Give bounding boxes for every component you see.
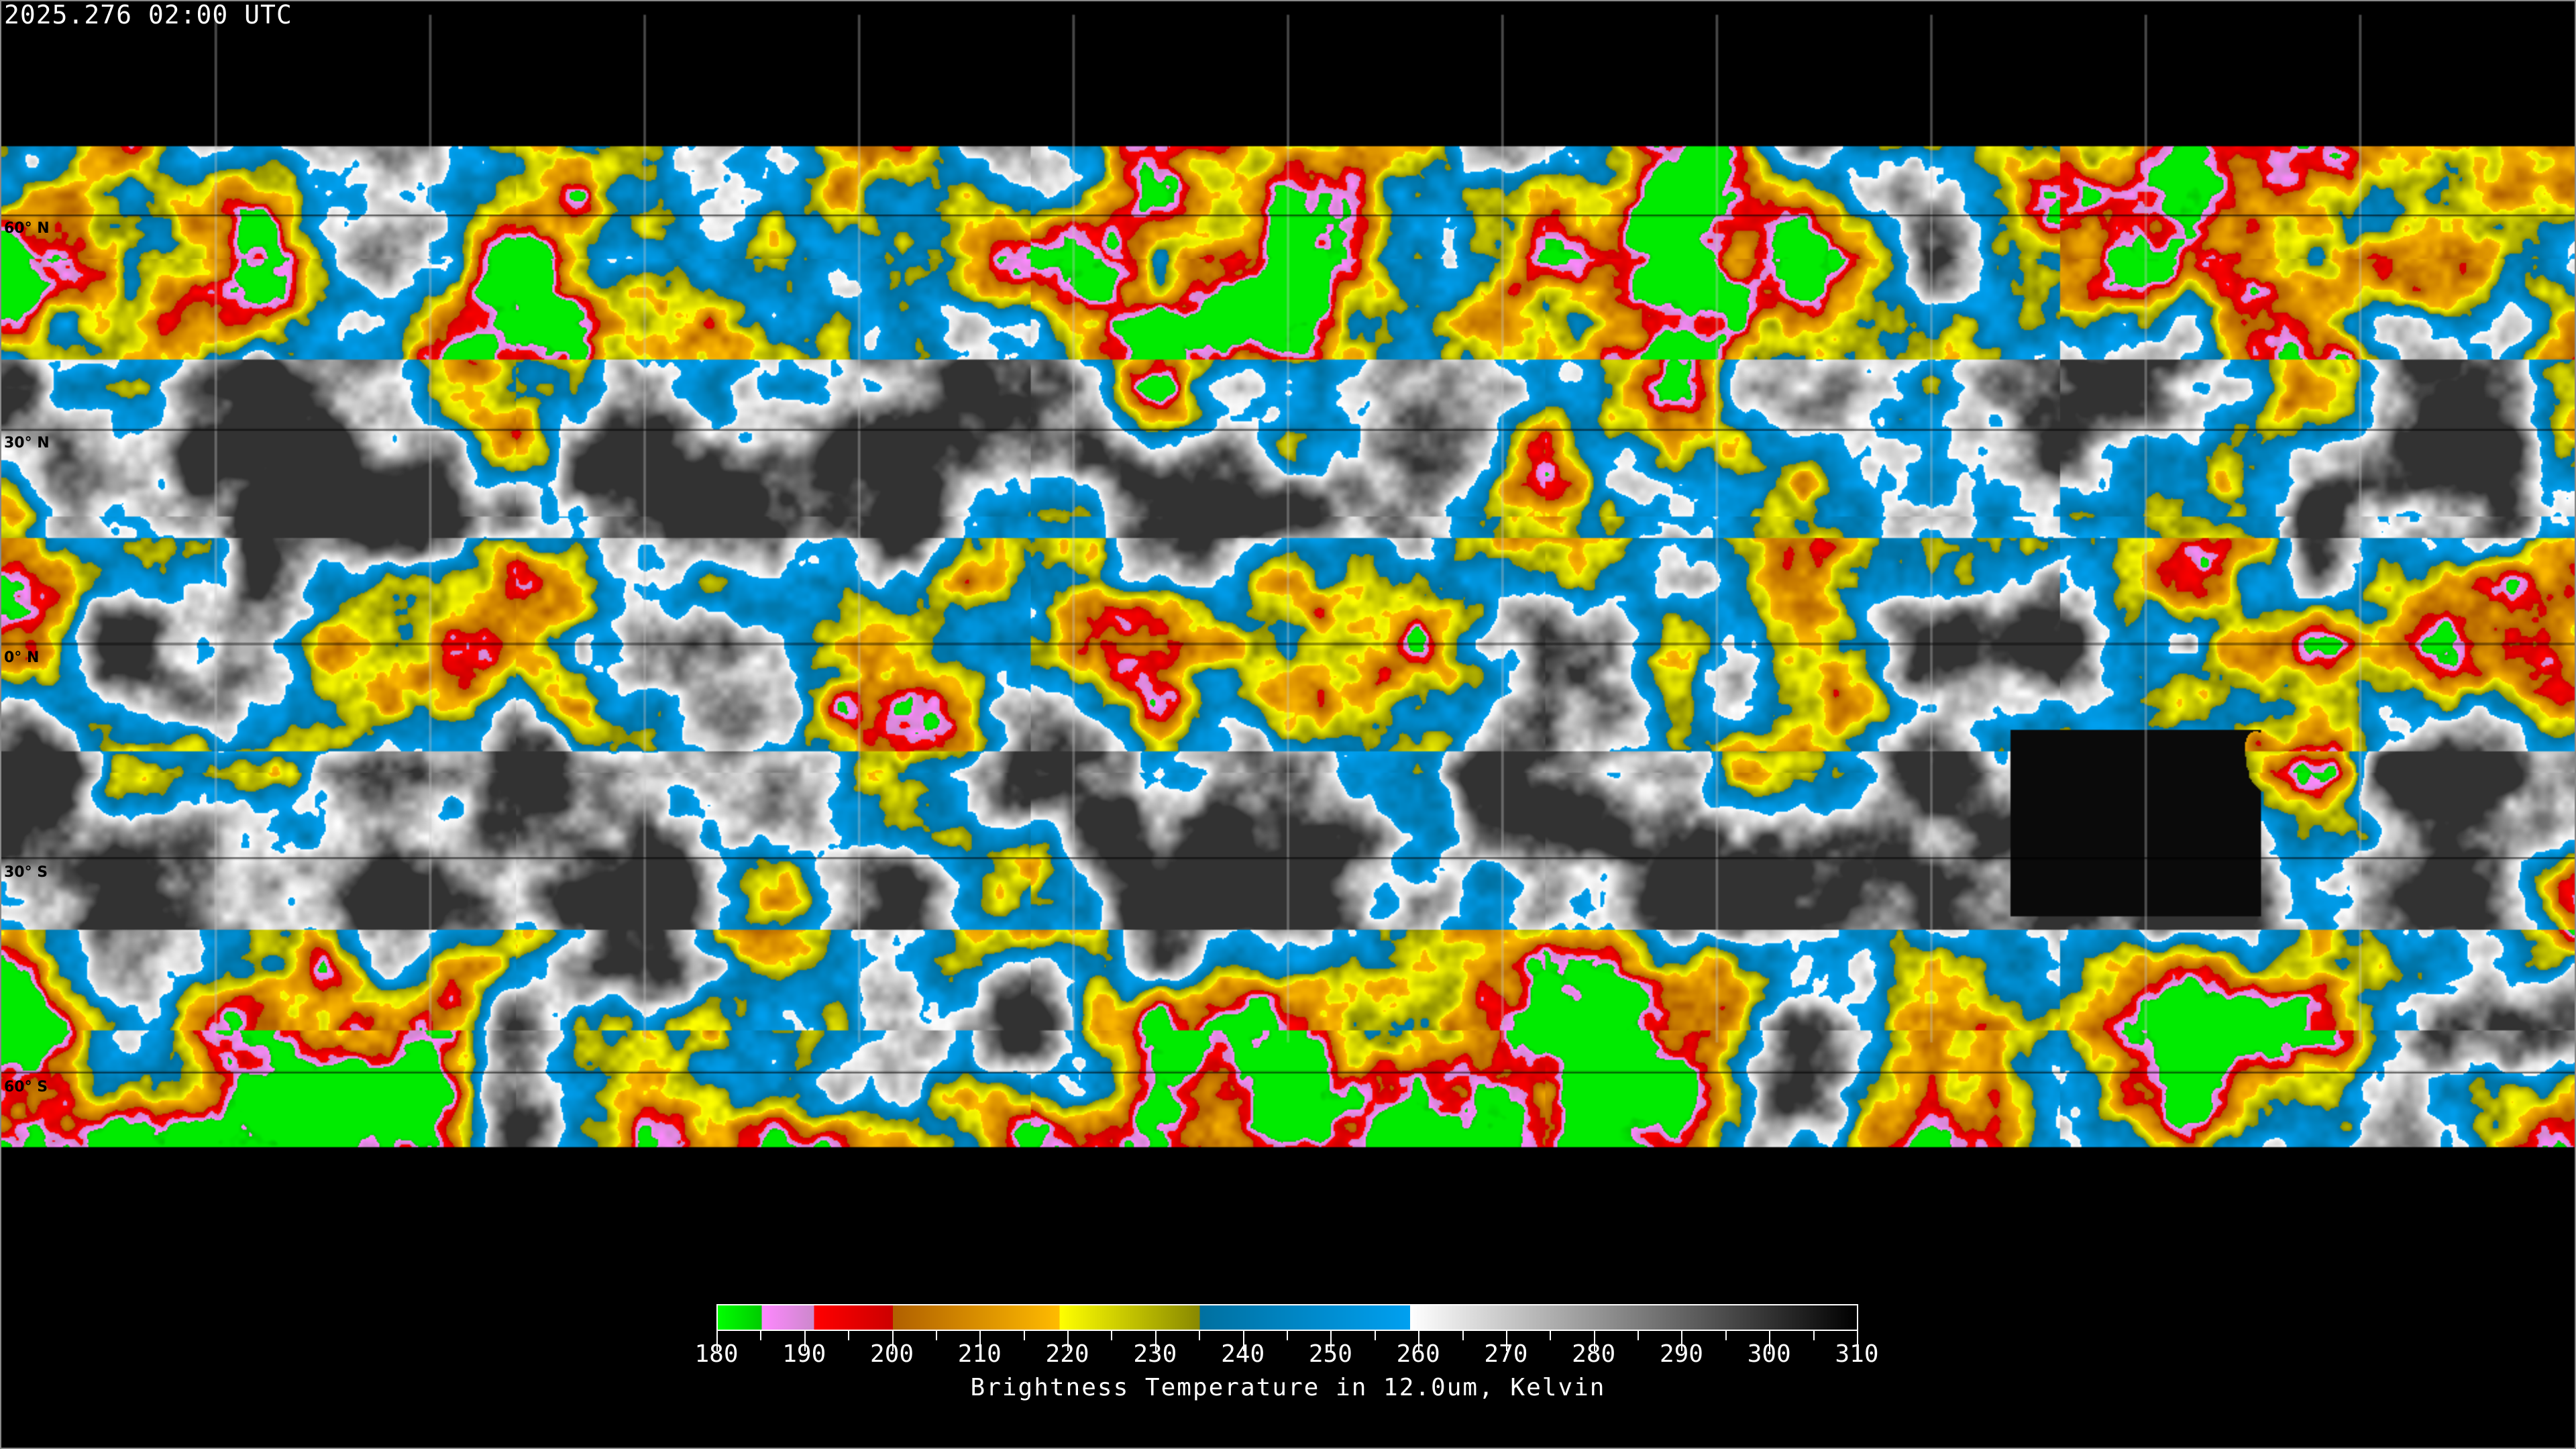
colorbar-tick <box>848 1331 850 1340</box>
colorbar-tick-label: 210 <box>957 1340 1002 1368</box>
colorbar-tick-label: 190 <box>782 1340 826 1368</box>
colorbar-tick <box>1418 1331 1420 1351</box>
colorbar-tick <box>1199 1331 1201 1340</box>
colorbar <box>716 1304 1858 1331</box>
satellite-map <box>1 1 2575 1287</box>
colorbar-tick <box>1111 1331 1113 1340</box>
colorbar-tick-label: 230 <box>1133 1340 1177 1368</box>
colorbar-tick-label: 290 <box>1659 1340 1703 1368</box>
lat-label: 60° S <box>4 1079 48 1095</box>
lat-label: 60° N <box>4 220 50 237</box>
colorbar-tick <box>1462 1331 1464 1340</box>
colorbar-tick <box>1813 1331 1815 1340</box>
colorbar-tick <box>760 1331 762 1340</box>
colorbar-tick-label: 280 <box>1572 1340 1616 1368</box>
colorbar-tick-label: 200 <box>870 1340 914 1368</box>
colorbar-ticks <box>716 1331 1858 1351</box>
colorbar-tick-label: 310 <box>1835 1340 1879 1368</box>
lat-label: 0° N <box>4 649 40 666</box>
colorbar-tick <box>804 1331 806 1351</box>
colorbar-tick <box>1638 1331 1640 1340</box>
colorbar-tick <box>1330 1331 1332 1351</box>
colorbar-tick <box>892 1331 894 1351</box>
colorbar-label: Brightness Temperature in 12.0um, Kelvin <box>970 1374 1606 1401</box>
colorbar-tick-label: 260 <box>1396 1340 1440 1368</box>
colorbar-tick-label: 220 <box>1045 1340 1089 1368</box>
colorbar-tick <box>1155 1331 1157 1351</box>
timestamp-title: 2025.276 02:00 UTC <box>4 0 292 30</box>
colorbar-tick <box>1242 1331 1244 1351</box>
lat-label: 30° S <box>4 864 48 881</box>
colorbar-tick <box>935 1331 937 1340</box>
colorbar-tick-label: 180 <box>694 1340 739 1368</box>
colorbar-tick-label: 300 <box>1747 1340 1791 1368</box>
colorbar-tick <box>1023 1331 1025 1340</box>
colorbar-tick <box>1593 1331 1595 1351</box>
colorbar-tick <box>1725 1331 1727 1340</box>
colorbar-tick <box>1550 1331 1552 1340</box>
colorbar-tick <box>1374 1331 1376 1340</box>
colorbar-tick <box>1857 1331 1858 1351</box>
colorbar-tick-label: 270 <box>1484 1340 1528 1368</box>
colorbar-tick <box>1769 1331 1771 1351</box>
colorbar-tick-label: 250 <box>1308 1340 1352 1368</box>
colorbar-tick <box>716 1331 718 1351</box>
colorbar-tick <box>979 1331 981 1351</box>
colorbar-tick-label: 240 <box>1221 1340 1265 1368</box>
colorbar-tick <box>1287 1331 1288 1340</box>
colorbar-tick <box>1505 1331 1507 1351</box>
colorbar-tick <box>1681 1331 1683 1351</box>
colorbar-tick <box>1067 1331 1069 1351</box>
lat-label: 30° N <box>4 435 50 451</box>
